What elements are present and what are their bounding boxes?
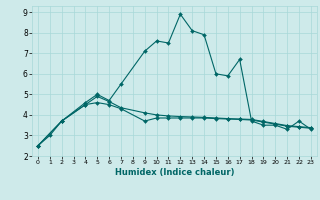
X-axis label: Humidex (Indice chaleur): Humidex (Indice chaleur) xyxy=(115,168,234,177)
